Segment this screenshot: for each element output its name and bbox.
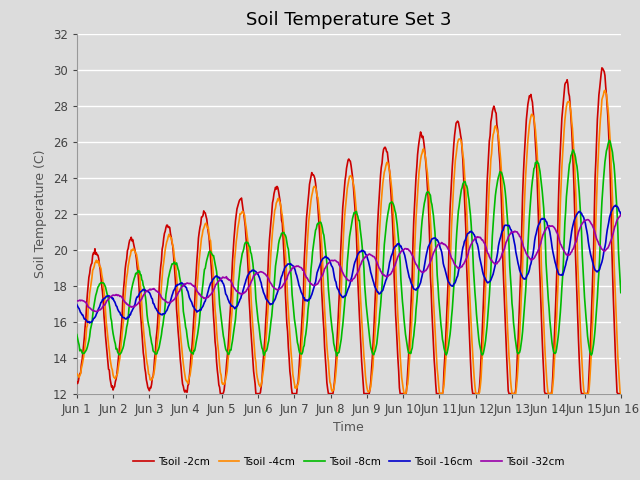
Tsoil -32cm xyxy=(568,249,575,255)
Tsoil -8cm xyxy=(394,230,402,236)
Tsoil -4cm xyxy=(448,223,456,229)
Tsoil -2cm xyxy=(216,391,224,396)
Tsoil -32cm xyxy=(448,255,456,261)
Line: Tsoil -16cm: Tsoil -16cm xyxy=(77,205,621,323)
Tsoil -32cm xyxy=(394,254,402,260)
Tsoil -8cm xyxy=(193,339,200,345)
X-axis label: Time: Time xyxy=(333,421,364,434)
Tsoil -16cm xyxy=(617,212,625,218)
Y-axis label: Soil Temperature (C): Soil Temperature (C) xyxy=(34,149,47,278)
Tsoil -32cm xyxy=(617,212,625,218)
Tsoil -2cm xyxy=(394,356,402,362)
Tsoil -4cm xyxy=(568,119,575,125)
Tsoil -16cm xyxy=(193,309,201,315)
Tsoil -4cm xyxy=(601,87,609,93)
Tsoil -2cm xyxy=(73,379,81,385)
Tsoil -2cm xyxy=(448,177,456,183)
Tsoil -16cm xyxy=(73,301,81,307)
Tsoil -4cm xyxy=(216,362,223,368)
Tsoil -16cm xyxy=(341,293,349,299)
Line: Tsoil -2cm: Tsoil -2cm xyxy=(77,68,621,394)
Tsoil -2cm xyxy=(598,65,605,71)
Tsoil -4cm xyxy=(73,371,81,376)
Tsoil -16cm xyxy=(216,276,224,282)
Line: Tsoil -8cm: Tsoil -8cm xyxy=(77,141,621,356)
Tsoil -32cm xyxy=(216,276,224,282)
Tsoil -8cm xyxy=(73,332,81,337)
Tsoil -16cm xyxy=(86,320,93,326)
Tsoil -8cm xyxy=(341,296,349,302)
Tsoil -32cm xyxy=(73,298,81,303)
Tsoil -16cm xyxy=(448,283,456,288)
Tsoil -8cm xyxy=(568,151,575,157)
Tsoil -8cm xyxy=(448,314,456,320)
Tsoil -2cm xyxy=(617,391,625,396)
Tsoil -4cm xyxy=(394,299,401,305)
Legend: Tsoil -2cm, Tsoil -4cm, Tsoil -8cm, Tsoil -16cm, Tsoil -32cm: Tsoil -2cm, Tsoil -4cm, Tsoil -8cm, Tsoi… xyxy=(129,453,568,471)
Tsoil -2cm xyxy=(568,127,575,132)
Tsoil -16cm xyxy=(568,228,575,234)
Tsoil -4cm xyxy=(193,308,200,314)
Line: Tsoil -32cm: Tsoil -32cm xyxy=(77,215,621,312)
Tsoil -32cm xyxy=(341,274,349,280)
Tsoil -4cm xyxy=(617,391,625,396)
Title: Soil Temperature Set 3: Soil Temperature Set 3 xyxy=(246,11,452,29)
Tsoil -32cm xyxy=(193,288,201,294)
Tsoil -32cm xyxy=(93,309,100,314)
Line: Tsoil -4cm: Tsoil -4cm xyxy=(77,90,621,394)
Tsoil -8cm xyxy=(333,353,340,359)
Tsoil -8cm xyxy=(617,290,625,296)
Tsoil -16cm xyxy=(394,241,402,247)
Tsoil -8cm xyxy=(216,301,223,307)
Tsoil -4cm xyxy=(340,219,348,225)
Tsoil -4cm xyxy=(402,391,410,396)
Tsoil -16cm xyxy=(612,203,620,208)
Tsoil -8cm xyxy=(605,138,613,144)
Tsoil -2cm xyxy=(193,269,200,275)
Tsoil -2cm xyxy=(341,178,349,183)
Tsoil -2cm xyxy=(216,384,223,390)
